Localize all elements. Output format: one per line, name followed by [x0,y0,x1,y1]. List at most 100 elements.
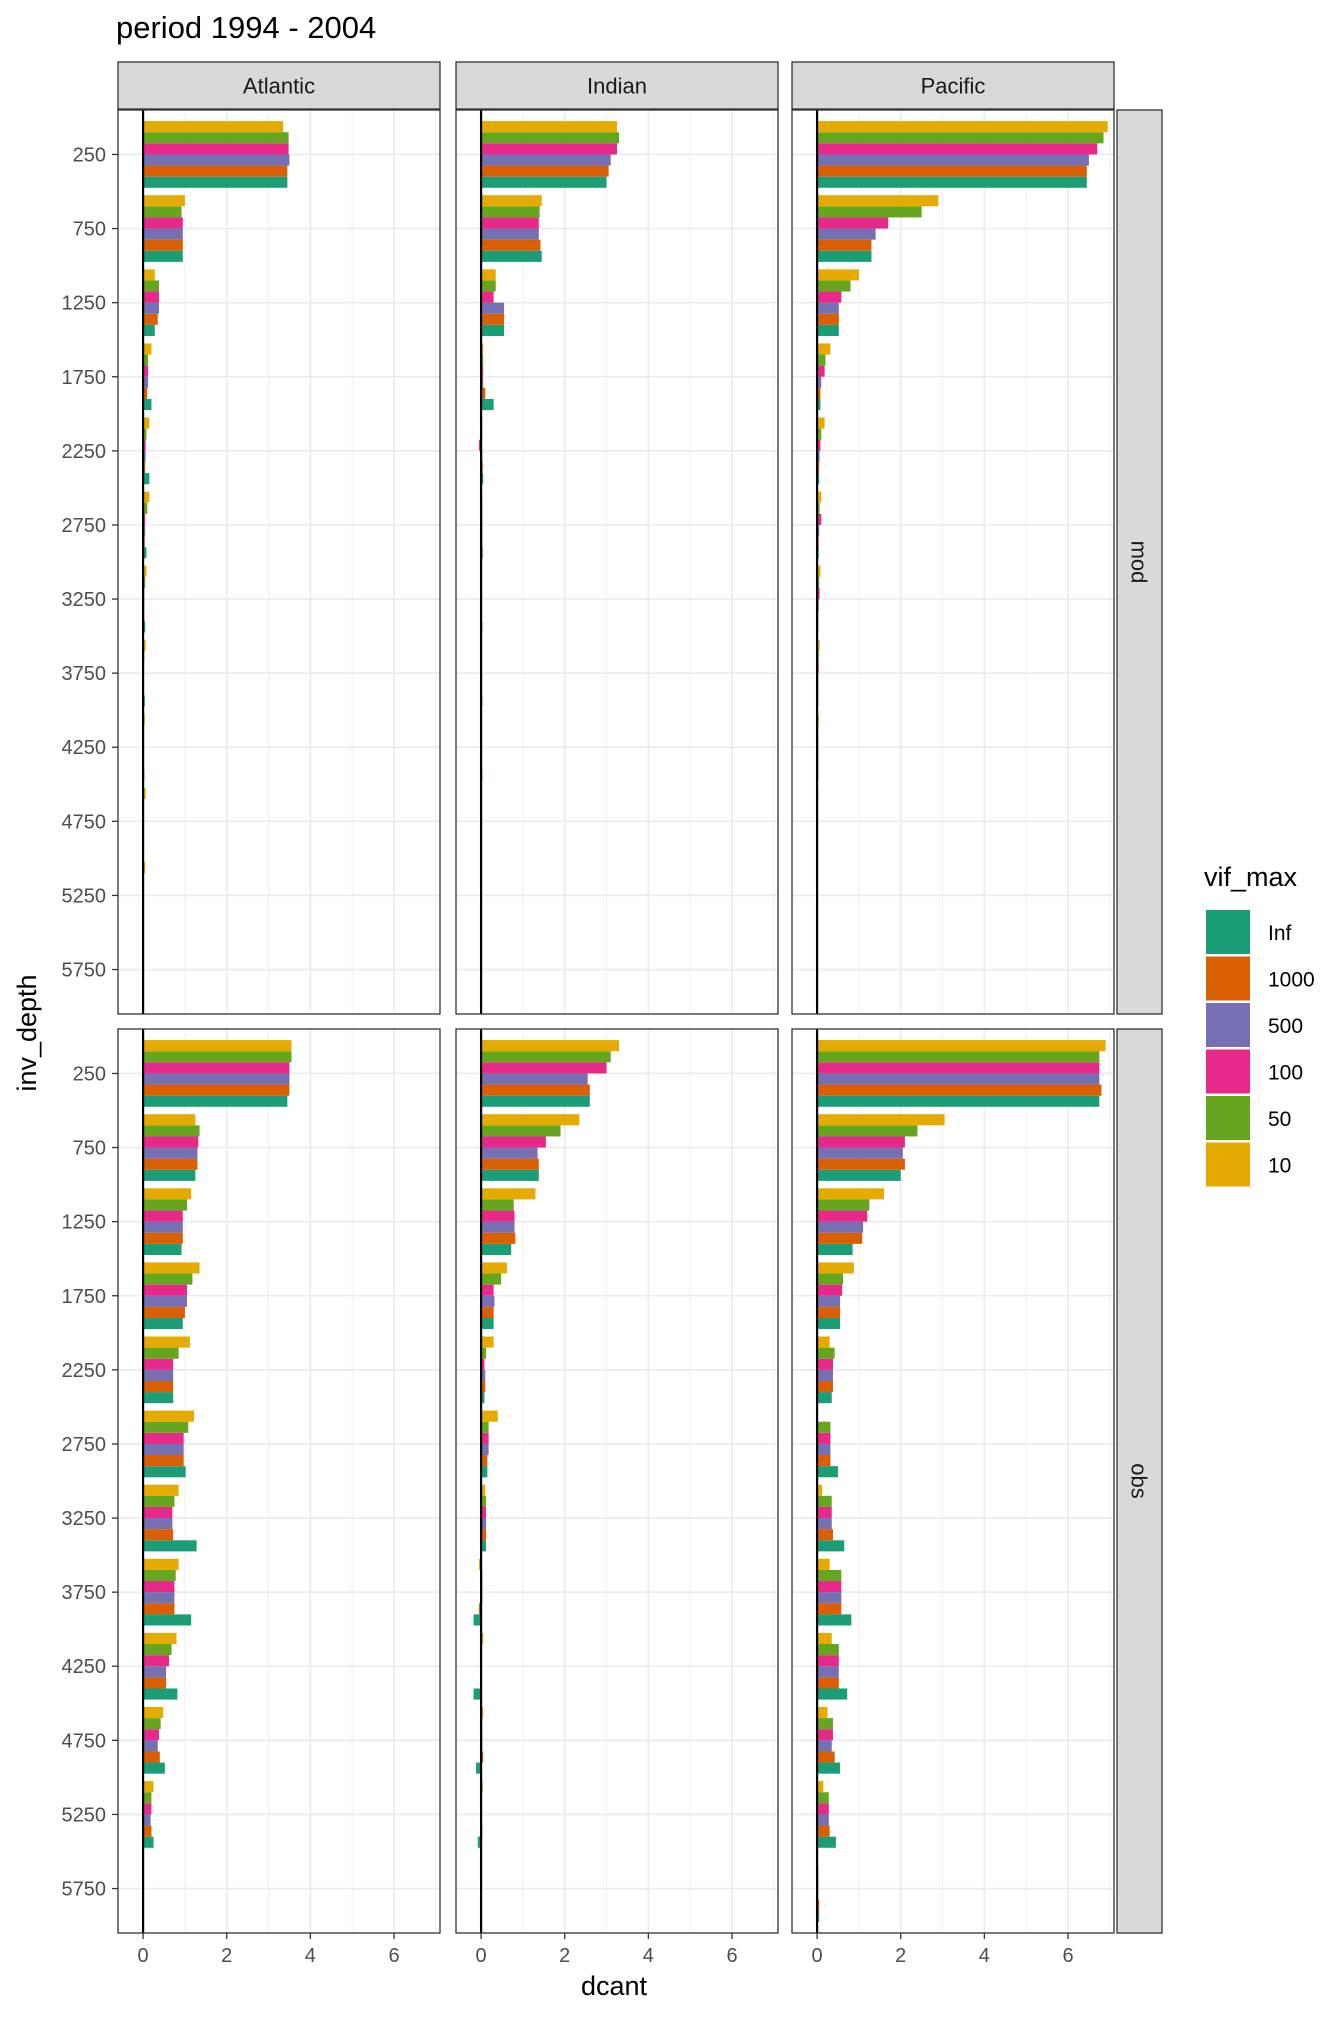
bar-inf-2750 [143,1466,186,1478]
bar-10-3250 [817,1484,823,1496]
bar-inf-2250 [481,1392,485,1404]
y-tick-label: 3250 [62,589,107,611]
bar-500-250 [817,1073,1100,1085]
bar-1000-1250 [481,313,505,325]
bar-inf-250 [143,1095,288,1107]
bar-50-250 [817,1051,1100,1063]
bar-500-250 [143,1073,290,1085]
bar-50-250 [481,1051,611,1063]
bar-500-1250 [481,1221,515,1233]
bar-10-2250 [143,1336,190,1348]
legend-label-10: 10 [1268,1155,1291,1178]
bar-10-750 [143,195,185,207]
bar-50-1750 [817,1273,844,1285]
bar-10-250 [481,121,617,133]
bar-500-4750 [143,1740,158,1752]
bar-10-4250 [143,1632,177,1645]
bar-10-2750 [143,491,150,503]
bar-100-2250 [817,1358,833,1370]
y-tick-label: 4250 [62,1656,107,1678]
bar-inf-750 [817,1169,901,1181]
bar-10-2750 [143,1410,195,1422]
bar-50-2250 [143,428,147,440]
bar-500-2750 [817,1443,831,1456]
bar-50-3250 [817,1495,832,1507]
bar-inf-5250 [477,1836,482,1848]
bar-500-1750 [817,376,822,388]
y-tick-label: 1250 [62,293,107,315]
bar-1000-3750 [817,1603,842,1615]
bar-10-3250 [481,1484,486,1496]
bar-10-4250 [817,1632,832,1645]
y-tick-label: 5250 [62,885,107,907]
bar-inf-2250 [817,1392,832,1404]
bar-500-2250 [817,1369,833,1381]
bar-500-2750 [143,1443,184,1456]
legend-key-100 [1206,1049,1250,1094]
bar-50-1750 [143,354,149,366]
bar-10-3750 [143,639,146,651]
y-tick-label: 1750 [62,1286,107,1308]
y-tick-label: 750 [73,1138,106,1160]
bar-inf-250 [481,1095,590,1107]
bar-100-2750 [143,1432,184,1444]
bar-50-1250 [481,280,496,292]
bar-500-1250 [143,302,159,314]
bar-10-2250 [143,417,150,429]
bar-100-1250 [817,1210,868,1222]
bar-1000-750 [143,239,183,251]
bar-inf-3750 [143,1614,192,1626]
y-tick-label: 750 [73,219,106,241]
bar-100-1250 [143,291,159,303]
x-tick-label: 0 [812,1945,823,1967]
bar-100-3750 [817,1581,842,1593]
bar-inf-1750 [817,398,821,411]
bar-inf-3750 [817,1614,852,1626]
bar-50-250 [817,132,1104,144]
bar-500-750 [817,228,876,240]
x-axis-title: dcant [581,1971,648,2001]
x-tick-label: 4 [643,1945,654,1967]
bar-inf-3250 [481,1540,487,1552]
y-tick-label: 250 [73,1063,106,1085]
bar-500-750 [817,1147,903,1159]
y-tick-label: 2250 [62,441,107,463]
bar-100-2750 [817,513,822,525]
bar-inf-4250 [473,1688,482,1700]
bar-50-250 [481,132,620,144]
bar-100-3250 [481,1506,487,1519]
bar-100-250 [817,1062,1100,1074]
bar-100-750 [481,217,539,229]
bar-10-250 [481,1040,620,1052]
bar-100-1750 [143,1284,187,1296]
y-tick-label: 4250 [62,737,107,759]
bar-50-2750 [817,1421,831,1433]
bar-500-250 [143,154,290,166]
bar-500-1250 [143,1221,183,1233]
bar-1000-750 [817,239,872,251]
legend-key-10 [1206,1142,1250,1187]
y-tick-label: 5250 [62,1804,107,1826]
bar-1000-250 [143,1084,290,1096]
bar-500-3750 [143,1592,175,1604]
bar-100-2750 [817,1432,831,1444]
bar-50-3750 [817,1569,842,1582]
x-tick-label: 2 [221,1945,232,1967]
bar-100-1250 [481,1210,515,1222]
bar-inf-750 [143,1169,196,1181]
bar-1000-250 [817,1084,1102,1096]
bar-10-250 [143,1040,292,1052]
facet-label-obs: obs [1127,1463,1152,1498]
bar-50-1750 [817,354,826,366]
facet-strip-obs [1116,1028,1163,1934]
bar-100-1750 [143,365,149,377]
y-tick-label: 3750 [62,663,107,685]
bar-100-4250 [143,1655,170,1667]
bar-50-750 [481,1125,561,1137]
bar-inf-2250 [143,473,150,485]
bar-500-1750 [817,1295,841,1307]
bar-50-5250 [817,1792,829,1804]
x-tick-label: 0 [476,1945,487,1967]
bar-1000-2250 [817,1380,833,1393]
